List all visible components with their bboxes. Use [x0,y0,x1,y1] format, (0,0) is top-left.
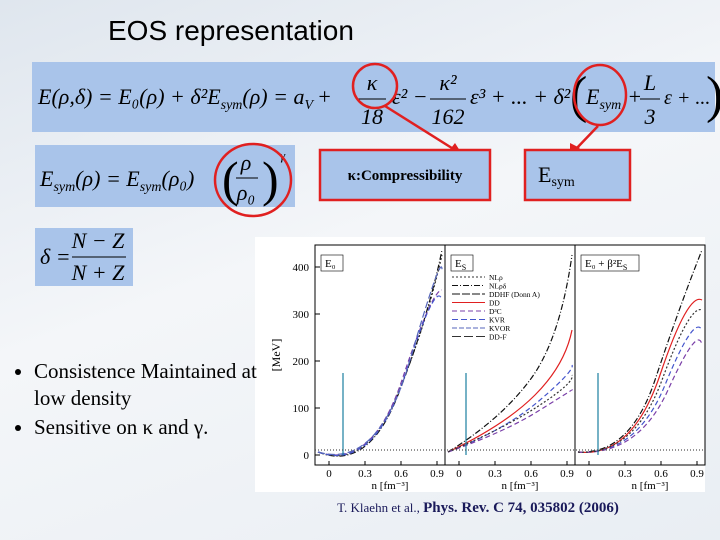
figure: E₀0 0.3 0.6 0.9n [fm⁻³]ES0 0.3 0.6 0.9n [fm⁻³]… [255,237,706,492]
legend-label: NLρδ [489,282,507,291]
energy-equation: E(ρ,δ) = E₀(ρ) + δ²Esym(ρ) = aV + κ 18 ε²… [37,67,720,129]
equation-box [35,145,295,207]
callout-text: Esym [538,162,575,190]
eq-denominator: 162 [432,104,465,129]
delta-equation: δ = N − Z N + Z [40,228,126,285]
x-tick-label: 0.9 [560,468,574,480]
y-tick-label: 100 [293,403,310,415]
callout-box [318,148,492,202]
x-tick-label: 0.9 [430,468,444,480]
curve [447,389,573,453]
callout-box [523,148,632,202]
figure-curves [315,249,705,457]
y-tick-label: 400 [293,262,310,274]
bullet: Sensitive on κ and γ. [34,414,264,441]
x-tick-label: 0 [456,468,462,480]
kappa-circle [351,62,399,110]
x-tick-label: 0.6 [654,468,668,480]
x-tick-label: 0 [326,468,332,480]
arrow [574,125,599,151]
eq-denominator: ρ₀ [236,180,255,205]
citation: T. Klaehn et al., Phys. Rev. C 74, 03580… [337,500,619,516]
eq-denominator: 3 [644,104,656,129]
eq-text: Esym + [585,84,642,113]
eq-denominator: N + Z [71,260,126,285]
legend-label: DD [489,299,500,308]
eq-numerator: κ [367,70,378,95]
paren: ( [570,67,587,124]
gamma-circle [213,142,293,218]
eq-power: γ [280,148,286,163]
x-axis-label: n [fm⁻³] [632,480,669,492]
arrow [384,104,456,152]
panel-label-box [320,254,344,272]
bullet-list: Consistence Maintained at low density Se… [10,358,264,443]
legend-label: KVR [489,316,505,325]
eq-numerator: N − Z [71,228,126,253]
curve [577,309,703,453]
x-axis-label: n [fm⁻³] [502,480,539,492]
eq-numerator: κ² [439,70,457,95]
x-tick-label: 0.9 [690,468,704,480]
legend-label: DDHF (Donn A) [489,290,540,299]
panel-label: ES [455,258,466,272]
x-tick-label: 0.3 [358,468,372,480]
curve [317,289,443,456]
esym-circle [572,63,628,127]
eq-numerator: ρ [240,150,252,175]
curve [317,266,443,456]
curve [577,249,703,453]
panel-label-text: E [455,258,462,270]
panel-label-box [450,254,474,272]
y-axis-label: [MeV] [269,339,283,372]
x-tick-label: 0 [586,468,592,480]
eq-text: E(ρ,δ) = E₀(ρ) + δ²Esym(ρ) = aV + [37,84,332,113]
figure-axes: E₀0 0.3 0.6 0.9n [fm⁻³]ES0 0.3 0.6 0.9n [fm⁻³]… [269,244,706,492]
panel-label-text: E₀ [325,258,336,270]
curve [447,374,573,453]
callout-text: κ:Compressibility [348,168,463,184]
equation-band [32,62,715,132]
paren: ( [222,151,239,207]
x-tick-label: 0.3 [618,468,632,480]
paren: ) [706,67,720,124]
legend-label: DD-F [489,333,507,342]
panel-label-sub: S [623,263,627,272]
eq-text: ε + ... [664,87,710,109]
legend-label: KVOR [489,324,510,333]
title: EOS representation [108,15,354,46]
panel-frame [574,244,706,466]
panel-label-text: E₀ + β²E [585,258,623,270]
y-tick-label: 0 [304,450,310,462]
panel-label: E₀ [325,258,336,270]
panel-label: E₀ + β²ES [585,258,627,272]
x-tick-label: 0.6 [524,468,538,480]
bullet: Consistence Maintained at low density [34,358,264,412]
eq-text: Esym(ρ) = Esym(ρ₀) [39,166,194,195]
eq-text: δ = [40,244,71,269]
eq-numerator: L [643,70,656,95]
curve [447,329,573,453]
curve [317,249,443,457]
curve [447,254,573,453]
curve [447,364,573,453]
legend-label: NLρ [489,273,503,282]
panel-label-box [580,254,640,272]
symmetry-equation: Esym(ρ) = Esym(ρ₀) ( ρ ρ₀ ) γ [39,148,286,207]
eq-denominator: 18 [361,104,383,129]
x-axis-label: n [fm⁻³] [372,480,409,492]
y-tick-label: 200 [293,356,310,368]
panel-label-sub: S [462,263,466,272]
y-tick-label: 300 [293,309,310,321]
x-tick-label: 0.6 [394,468,408,480]
paren: ) [262,151,279,207]
legend-label: D³C [489,307,502,316]
eq-text: ε³ + ... + δ² [470,84,571,109]
x-tick-label: 0.3 [488,468,502,480]
